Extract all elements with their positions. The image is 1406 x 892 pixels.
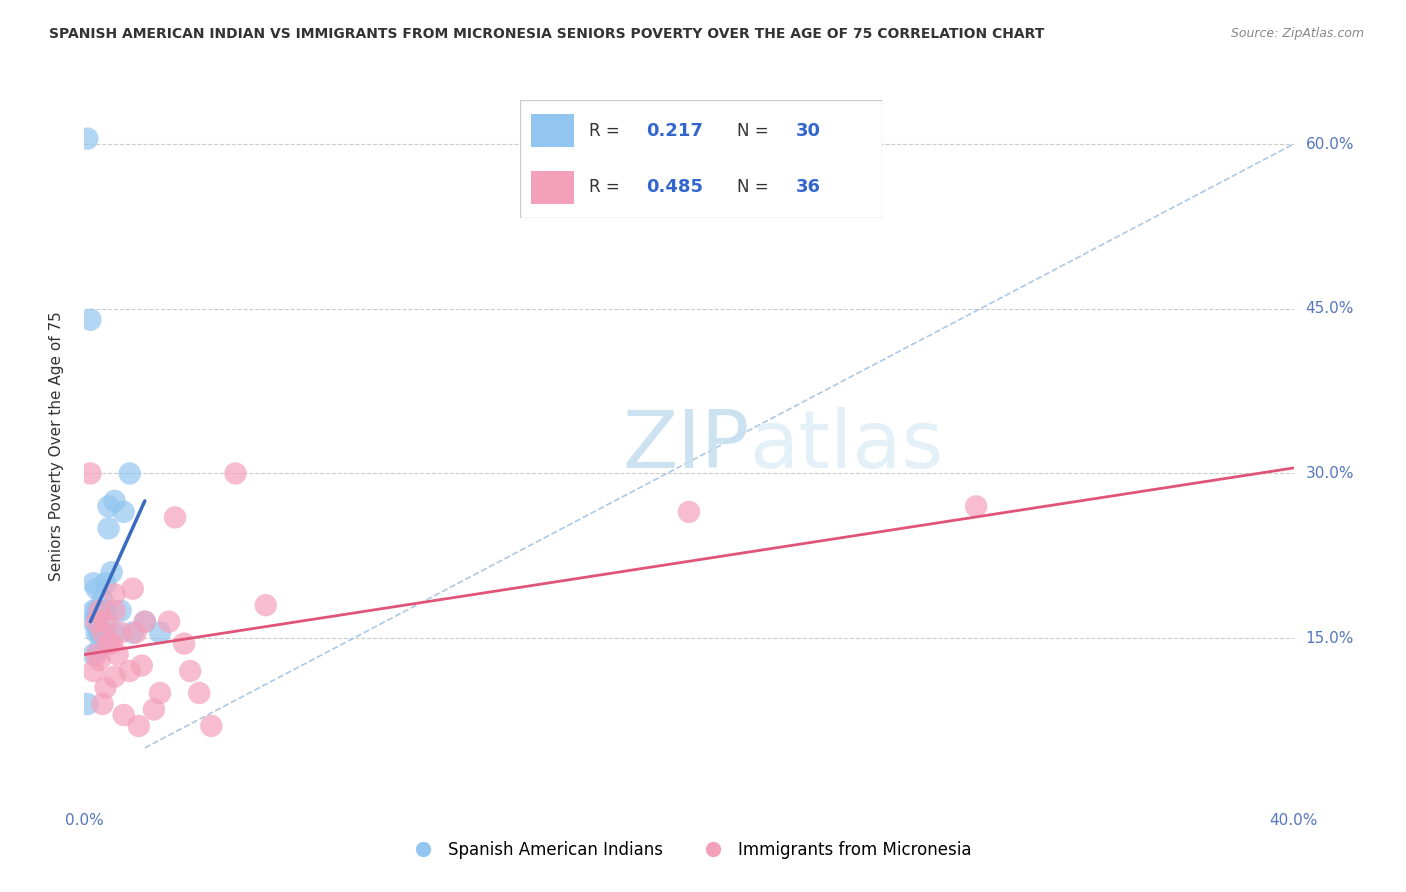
Point xyxy=(86,625,108,640)
Point xyxy=(134,615,156,629)
Point xyxy=(97,637,120,651)
Text: 15.0%: 15.0% xyxy=(1306,631,1354,646)
Point xyxy=(104,587,127,601)
Point xyxy=(86,582,108,596)
Point xyxy=(89,604,111,618)
Point xyxy=(79,467,101,481)
Text: 45.0%: 45.0% xyxy=(1306,301,1354,317)
Point xyxy=(110,604,132,618)
Point xyxy=(142,702,165,716)
Text: SPANISH AMERICAN INDIAN VS IMMIGRANTS FROM MICRONESIA SENIORS POVERTY OVER THE A: SPANISH AMERICAN INDIAN VS IMMIGRANTS FR… xyxy=(49,27,1045,41)
Point xyxy=(188,686,211,700)
Point xyxy=(89,625,111,640)
Point xyxy=(149,686,172,700)
Point xyxy=(76,697,98,711)
Text: ZIP: ZIP xyxy=(621,407,749,485)
Point xyxy=(91,592,114,607)
Point xyxy=(965,500,987,514)
Point xyxy=(128,719,150,733)
Point xyxy=(82,576,104,591)
Point xyxy=(86,648,108,662)
Point xyxy=(91,625,114,640)
Point xyxy=(163,510,186,524)
Point xyxy=(104,669,127,683)
Text: Source: ZipAtlas.com: Source: ZipAtlas.com xyxy=(1230,27,1364,40)
Point xyxy=(89,642,111,657)
Point xyxy=(254,598,277,612)
Point xyxy=(86,615,108,629)
Point xyxy=(104,625,127,640)
Point xyxy=(131,658,153,673)
Point xyxy=(107,648,129,662)
Point xyxy=(121,582,143,596)
Y-axis label: Seniors Poverty Over the Age of 75: Seniors Poverty Over the Age of 75 xyxy=(49,311,63,581)
Point xyxy=(79,312,101,326)
Point xyxy=(89,604,111,618)
Point xyxy=(94,625,117,640)
Point xyxy=(94,604,117,618)
Point xyxy=(86,604,108,618)
Point xyxy=(112,505,135,519)
Point xyxy=(82,615,104,629)
Point xyxy=(110,625,132,640)
Point xyxy=(100,637,122,651)
Point xyxy=(97,521,120,535)
Point xyxy=(112,708,135,723)
Text: 60.0%: 60.0% xyxy=(1306,136,1354,152)
Point xyxy=(121,625,143,640)
Point xyxy=(97,500,120,514)
Point xyxy=(94,681,117,695)
Point xyxy=(678,505,700,519)
Text: 30.0%: 30.0% xyxy=(1306,466,1354,481)
Point xyxy=(118,664,141,678)
Point xyxy=(100,566,122,580)
Point xyxy=(82,604,104,618)
Point xyxy=(94,615,117,629)
Point xyxy=(134,615,156,629)
Text: atlas: atlas xyxy=(749,407,943,485)
Point xyxy=(76,131,98,145)
Point xyxy=(89,625,111,640)
Point xyxy=(179,664,201,678)
Point xyxy=(91,697,114,711)
Point xyxy=(94,576,117,591)
Point xyxy=(104,604,127,618)
Point xyxy=(118,467,141,481)
Point xyxy=(104,494,127,508)
Point xyxy=(82,664,104,678)
Point xyxy=(89,653,111,667)
Point xyxy=(225,467,247,481)
Point xyxy=(125,625,148,640)
Point xyxy=(157,615,180,629)
Point xyxy=(173,637,195,651)
Point xyxy=(91,625,114,640)
Point xyxy=(200,719,222,733)
Legend: Spanish American Indians, Immigrants from Micronesia: Spanish American Indians, Immigrants fro… xyxy=(399,835,979,866)
Point xyxy=(82,648,104,662)
Point xyxy=(149,625,172,640)
